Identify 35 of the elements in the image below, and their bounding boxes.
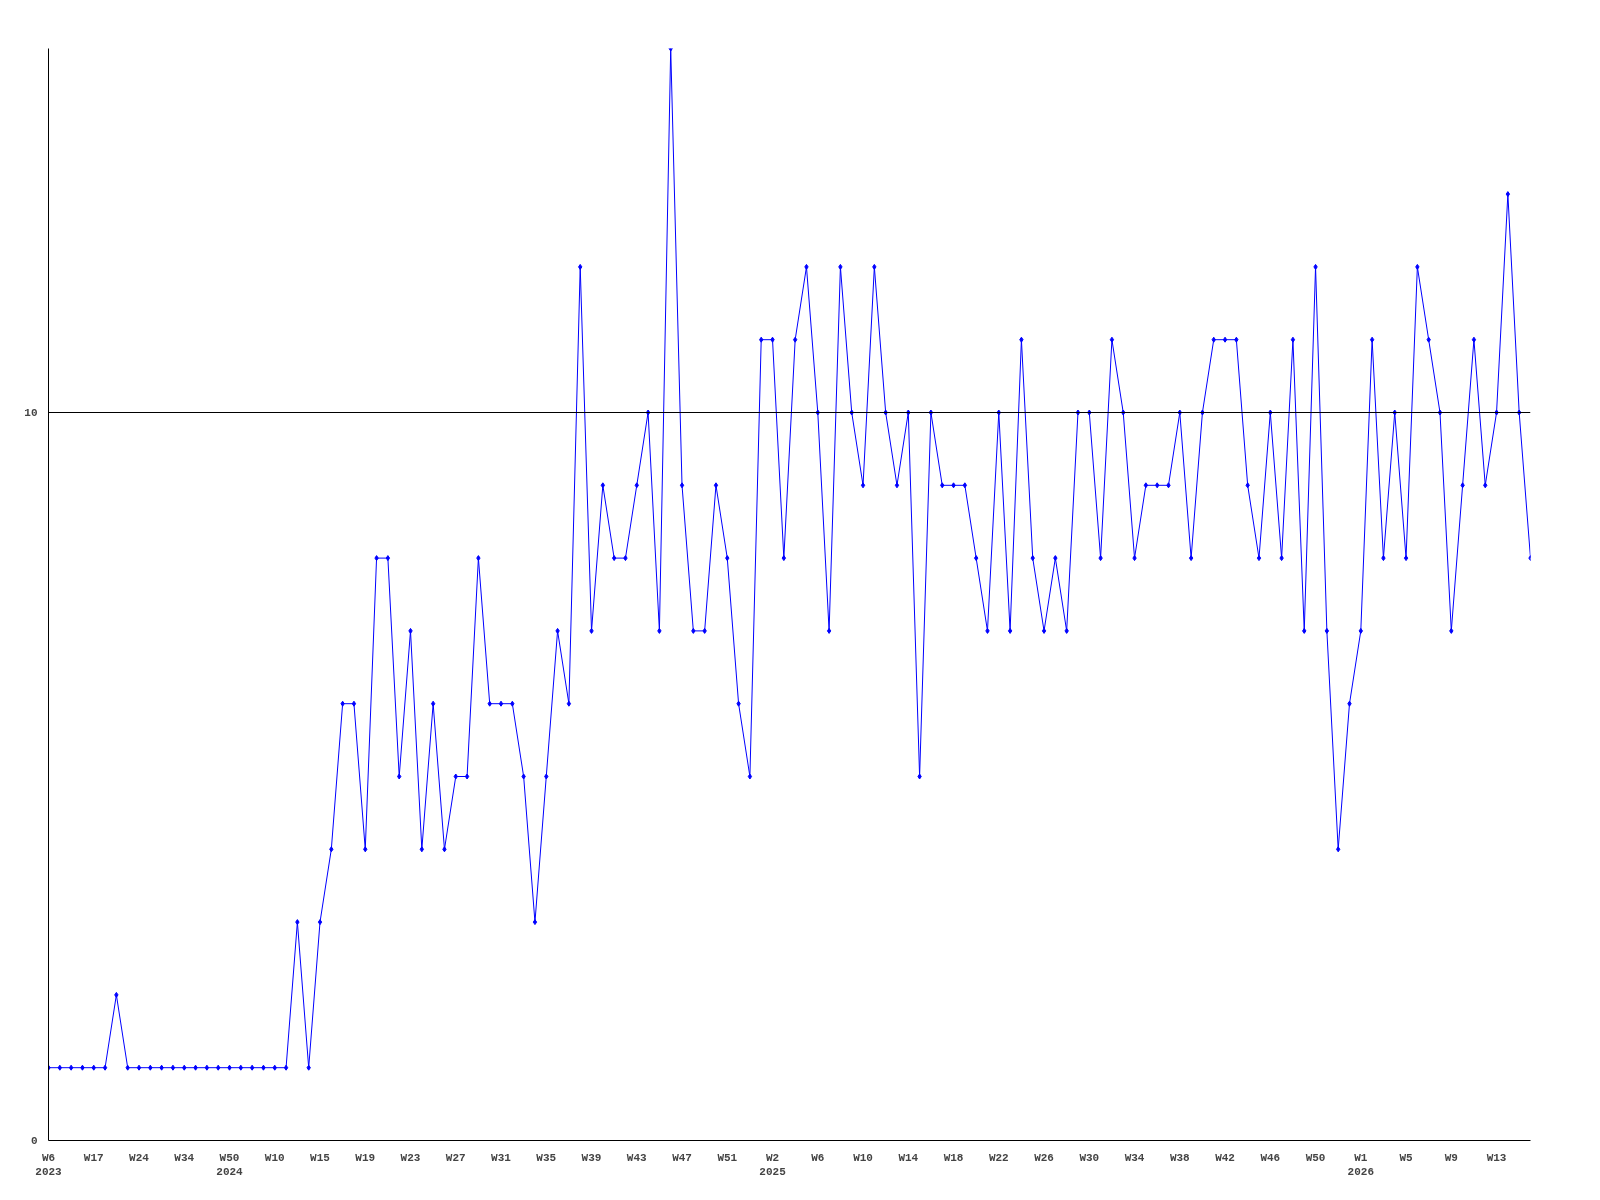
- x-tick-label: W31: [491, 1151, 512, 1164]
- x-tick-label: W38: [1169, 1151, 1191, 1164]
- x-tick-label: W15: [310, 1151, 331, 1164]
- x-tick-label: W39: [581, 1151, 602, 1164]
- x-tick-label: W34: [1124, 1151, 1145, 1164]
- x-tick-label: W30: [1079, 1151, 1100, 1164]
- x-tick-label: W14: [898, 1151, 919, 1164]
- x-tick-label: W6: [811, 1151, 825, 1164]
- x-tick-label: W24: [129, 1151, 150, 1164]
- x-tick-label: W2 2025: [759, 1151, 787, 1178]
- x-tick-label: W35: [536, 1151, 557, 1164]
- x-tick-label: W46: [1260, 1151, 1281, 1164]
- x-tick-label: W50 2024: [216, 1151, 244, 1178]
- x-tick-label: W50: [1305, 1151, 1326, 1164]
- x-tick-label: W6 2023: [35, 1151, 63, 1178]
- x-tick-label: W18: [943, 1151, 964, 1164]
- x-tick-label: W42: [1215, 1151, 1235, 1164]
- x-tick-label: W9: [1444, 1151, 1458, 1164]
- x-tick-label: W5: [1399, 1151, 1414, 1164]
- x-tick-label: W26: [1034, 1151, 1054, 1164]
- y-tick-label: 10: [24, 407, 38, 419]
- x-tick-label: W13: [1486, 1151, 1507, 1164]
- x-tick-label: W10: [853, 1151, 873, 1164]
- x-tick-label: W1 2026: [1347, 1151, 1375, 1178]
- x-tick-label: W43: [626, 1151, 648, 1164]
- x-tick-label: W17: [83, 1151, 104, 1164]
- x-tick-label: W51: [717, 1151, 738, 1164]
- x-tick-label: W23: [400, 1151, 421, 1164]
- x-tick-label: W34: [174, 1151, 195, 1164]
- x-tick-label: W19: [355, 1151, 376, 1164]
- x-tick-label: W27: [445, 1151, 466, 1164]
- y-tick-label: 0: [30, 1135, 38, 1147]
- x-tick-label: W22: [988, 1151, 1009, 1164]
- x-tick-label: W10: [264, 1151, 285, 1164]
- x-tick-label: W47: [672, 1151, 692, 1164]
